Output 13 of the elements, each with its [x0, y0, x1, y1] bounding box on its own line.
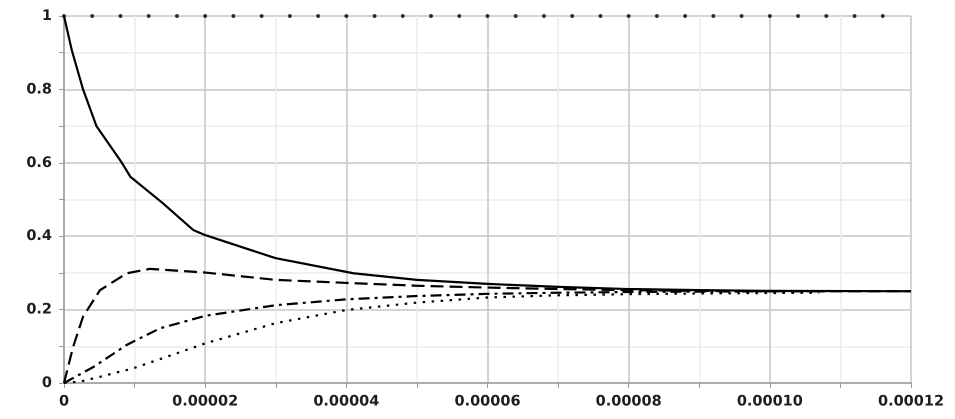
x-tick-label: 0.00010	[736, 394, 803, 410]
x-tick-label: 0	[58, 394, 70, 410]
x-tick-label: 0.00006	[454, 394, 521, 410]
y-tick-label: 0	[42, 375, 52, 391]
y-tick-label: 0.2	[26, 302, 52, 318]
y-tick-label: 0.8	[26, 81, 52, 98]
x-tick-label: 0.00008	[596, 394, 662, 410]
y-tick-label: 1	[42, 8, 52, 24]
x-tick-label: 0.00004	[313, 394, 380, 410]
x-tick-label: 0.00002	[172, 394, 238, 410]
y-tick-label: 0.6	[26, 154, 52, 171]
y-tick-label: 0.4	[26, 228, 52, 244]
x-tick-label: 0.00012	[878, 394, 944, 410]
